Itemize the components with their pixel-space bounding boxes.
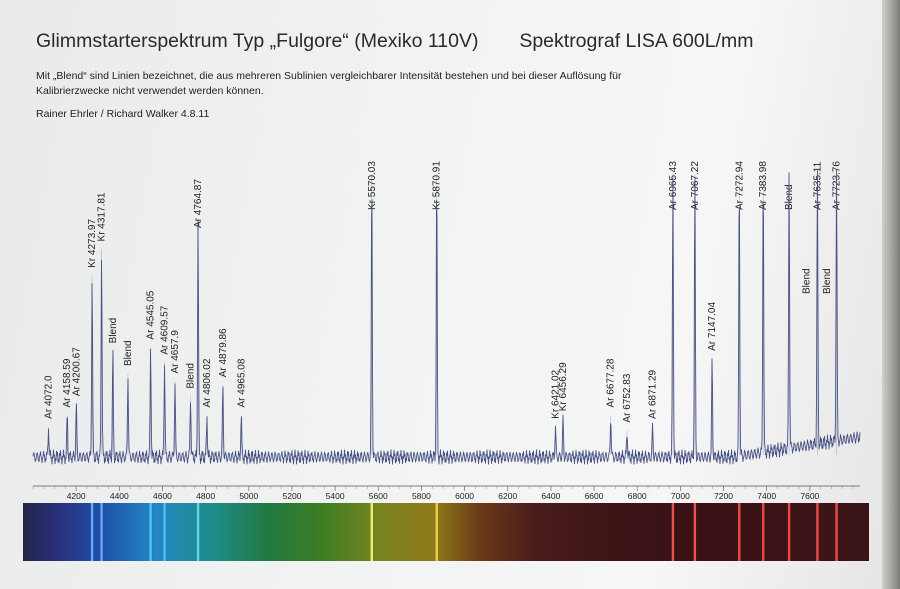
x-tick-label: 6200 [498, 491, 517, 501]
spectrograph-label: Spektrograf LISA 600L/mm [519, 30, 754, 52]
line-label: Ar 4764.87 [193, 179, 204, 228]
line-label: Ar 4657.9 [170, 330, 181, 374]
line-label: Ar 4072.0 [44, 375, 55, 419]
line-label: Blend [123, 340, 134, 366]
color-spectrum-strip [23, 503, 869, 561]
line-label: Blend [822, 268, 833, 294]
line-label: Ar 4545.05 [146, 290, 157, 339]
strip-emission-line [90, 503, 94, 561]
x-tick-label: 4200 [67, 491, 86, 501]
line-label: Ar 6752.83 [622, 373, 633, 422]
x-tick-label: 7000 [671, 491, 690, 501]
line-label: Ar 4879.86 [218, 328, 229, 377]
line-label: Kr 5870.91 [432, 161, 443, 210]
line-label: Ar 4158.59 [62, 358, 73, 407]
strip-emission-line [163, 503, 166, 561]
line-label: Ar 6871.29 [648, 369, 659, 418]
line-label: Ar 4965.08 [236, 358, 247, 407]
x-tick-label: 4400 [110, 491, 129, 501]
line-label: Kr 4317.81 [97, 192, 108, 241]
line-label: Blend [186, 363, 197, 389]
x-tick-label: 5000 [239, 491, 258, 501]
line-label: Kr 6456.29 [558, 362, 569, 411]
x-tick-label: 7200 [714, 491, 733, 501]
spectrum-series-line [32, 169, 861, 465]
strip-emission-line [762, 503, 765, 561]
x-tick-label: 7400 [757, 491, 776, 501]
strip-emission-line [738, 503, 741, 561]
page-edge-shadow [882, 0, 900, 589]
x-tick-label: 5800 [412, 491, 431, 501]
line-label: Kr 4273.97 [87, 219, 98, 268]
line-label: Ar 7723.76 [832, 161, 843, 210]
strip-emission-line [370, 503, 373, 561]
line-label: Blend [802, 268, 813, 294]
x-tick-label: 5400 [326, 491, 345, 501]
line-label: Ar 4806.02 [202, 358, 213, 407]
line-label: Ar 4200.67 [71, 347, 82, 396]
x-tick-label: 4600 [153, 491, 172, 501]
title-text: Glimmstarterspektrum Typ „Fulgore“ (Mexi… [36, 30, 479, 52]
x-tick-label: 4800 [196, 491, 215, 501]
line-label: Ar 7383.98 [758, 161, 769, 210]
x-tick-label: 5200 [282, 491, 301, 501]
line-label: Ar 7272.94 [734, 161, 745, 210]
strip-emission-line [787, 503, 791, 561]
strip-emission-line [435, 503, 438, 561]
line-label: Ar 6677.28 [606, 358, 617, 407]
x-tick-label: 6000 [455, 491, 474, 501]
x-tick-label: 7600 [800, 491, 819, 501]
note-line-2: Kalibrierzwecke nicht verwendet werden k… [36, 85, 264, 97]
line-label: Kr 5570.03 [367, 161, 378, 210]
strip-emission-line [196, 503, 200, 561]
x-tick-label: 5600 [369, 491, 388, 501]
strip-emission-line [835, 503, 838, 561]
line-label: Ar 4609.57 [160, 305, 171, 354]
x-axis: 4200 4400 4600 4800 5000 5200 5400 5600 5800 6000… [32, 485, 860, 501]
strip-emission-line [693, 503, 697, 561]
strip-emission-line [671, 503, 675, 561]
line-label: Blend [784, 184, 795, 210]
note-line-1: Mit „Blend“ sind Linien bezeichnet, die … [36, 70, 622, 82]
strip-emission-line [100, 503, 103, 561]
x-tick-label: 6800 [628, 491, 647, 501]
x-tick-label: 6400 [541, 491, 560, 501]
x-tick-label: 6600 [585, 491, 604, 501]
page-title: Glimmstarterspektrum Typ „Fulgore“ (Mexi… [36, 30, 753, 53]
strip-emission-line [816, 503, 819, 561]
line-label: Kr 6421.02 [550, 369, 561, 418]
authors-line: Rainer Ehrler / Richard Walker 4.8.11 [36, 108, 210, 120]
strip-emission-line [149, 503, 152, 561]
line-label: Blend [108, 318, 119, 344]
line-label: Ar 7147.04 [707, 302, 718, 351]
